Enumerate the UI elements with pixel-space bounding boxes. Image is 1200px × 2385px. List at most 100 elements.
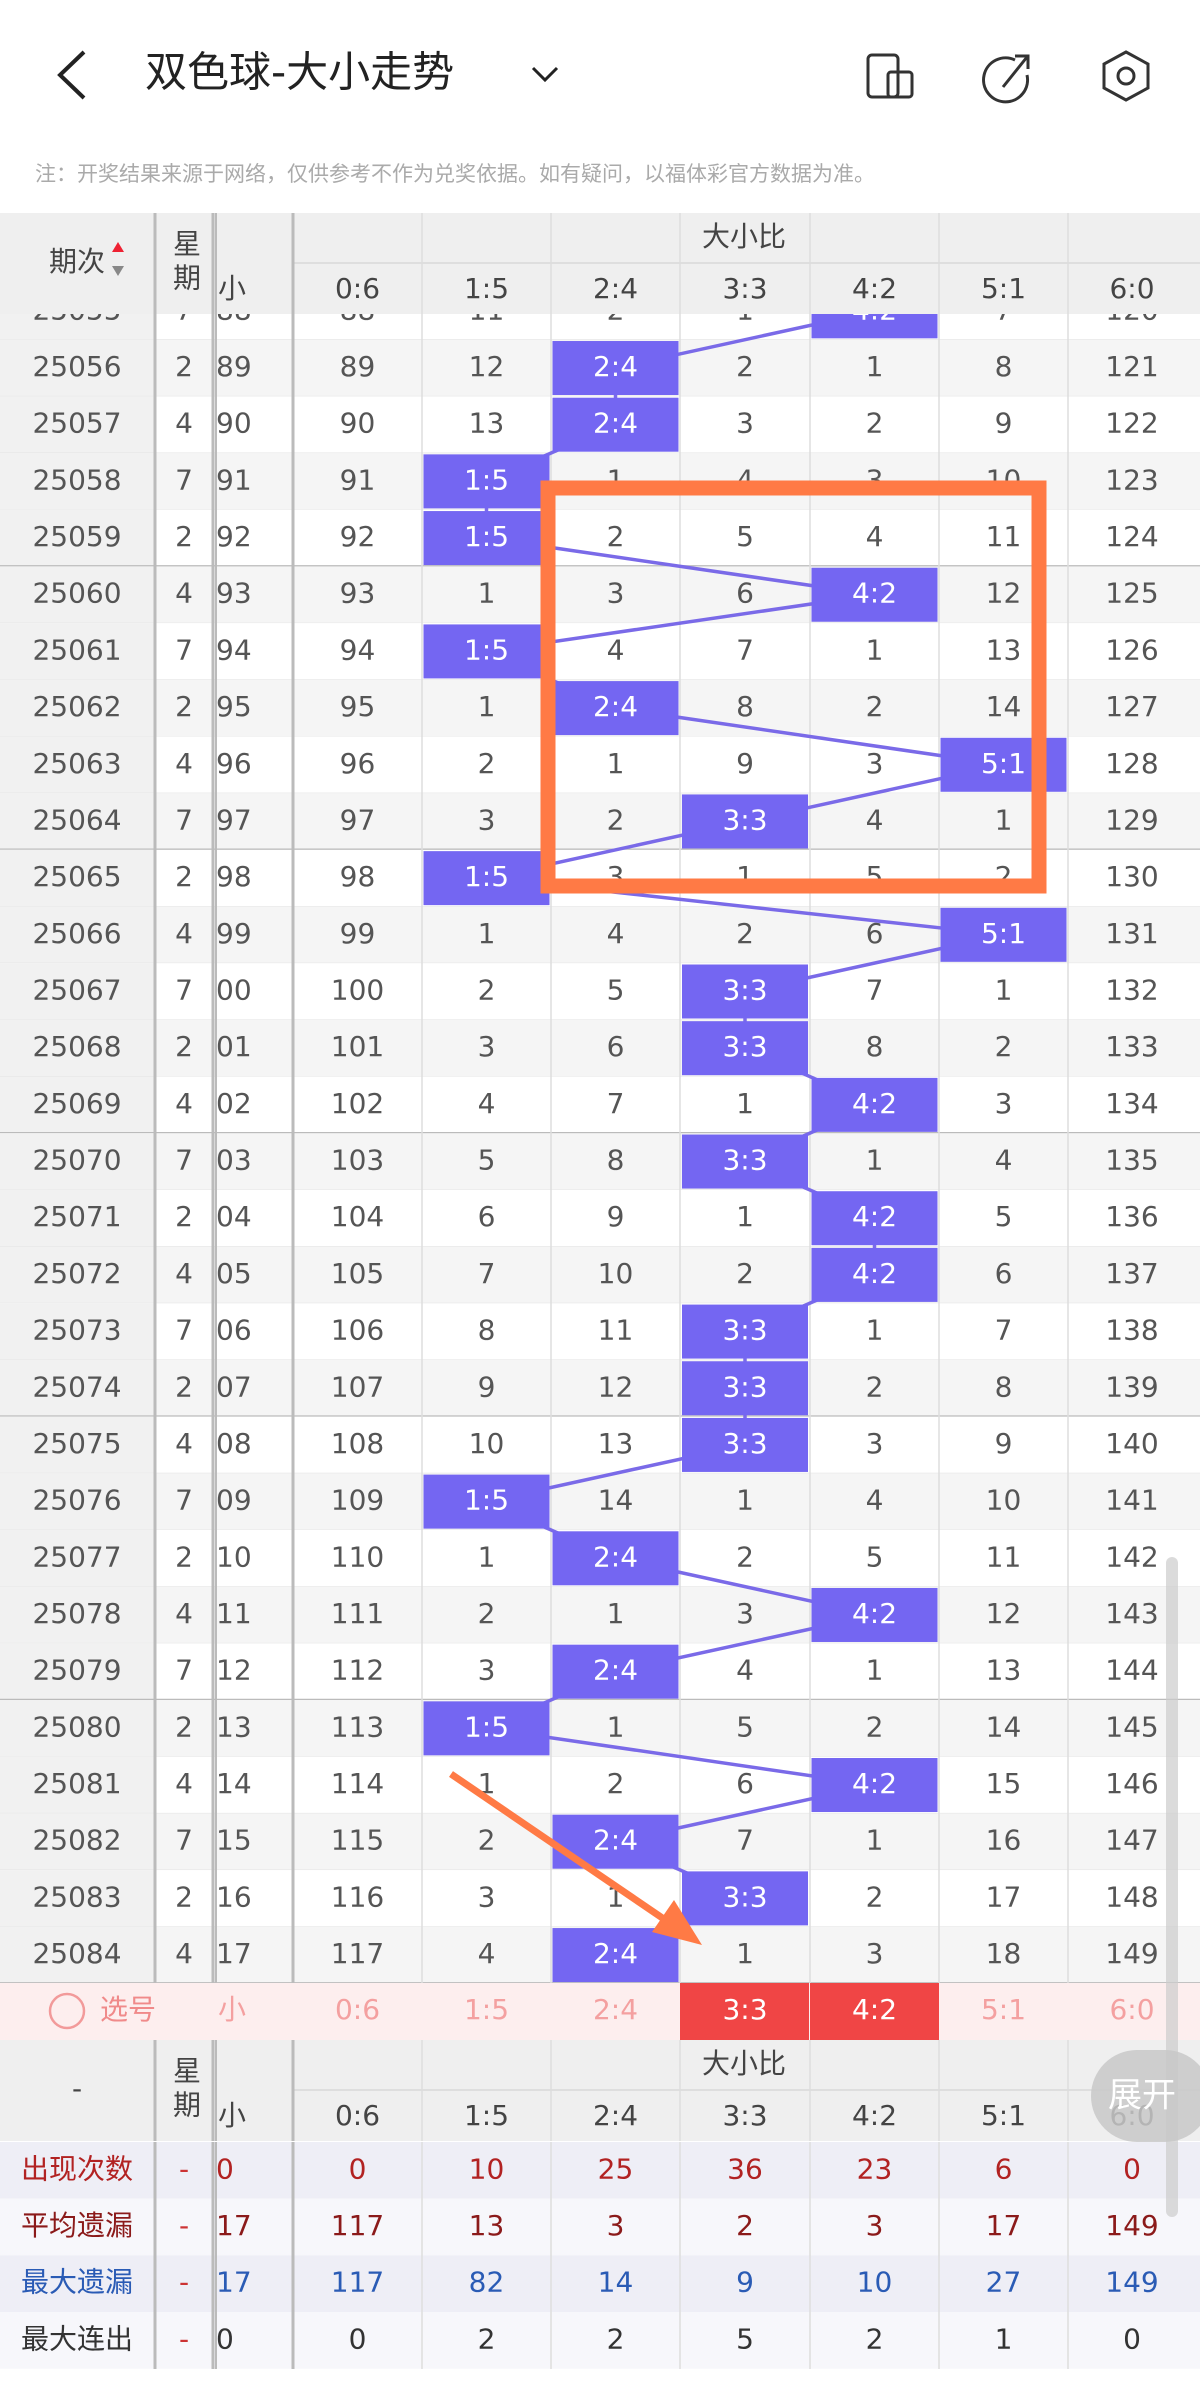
cell: 4: [866, 803, 884, 836]
cell: 25080: [32, 1710, 121, 1743]
select-label: 选号: [100, 1993, 156, 2026]
cell: 25077: [32, 1540, 121, 1573]
header-cell: 星期: [169, 229, 202, 297]
cell: 10: [216, 1540, 252, 1573]
stat-cell: 17: [216, 2209, 252, 2242]
cell: 2: [866, 1710, 884, 1743]
cell: 4: [995, 1144, 1013, 1177]
sort-down[interactable]: [112, 266, 124, 276]
issue-bg: [0, 1586, 155, 1644]
select-radio[interactable]: [48, 1992, 86, 2030]
cell: 6: [866, 917, 884, 950]
select-option[interactable]: 1:5: [464, 1993, 509, 2026]
hit-label: 2:4: [593, 690, 638, 723]
cell: 13: [986, 633, 1022, 666]
cell: 25056: [32, 350, 121, 383]
cell: 139: [1105, 1370, 1158, 1403]
column-header: 0:6: [335, 2099, 380, 2132]
cell: 4: [607, 633, 625, 666]
cell: 8: [995, 1370, 1013, 1403]
cell: 2: [175, 690, 193, 723]
cell: 07: [216, 1370, 252, 1403]
back-button[interactable]: [57, 50, 86, 100]
cell: 25073: [32, 1314, 121, 1347]
cell: 7: [175, 1144, 193, 1177]
cell: 9: [607, 1200, 625, 1233]
cell: 7: [175, 633, 193, 666]
selected-cell[interactable]: [680, 1983, 809, 2040]
share-icon[interactable]: [982, 54, 1030, 104]
issue-bg: [0, 1870, 155, 1927]
row-bg: [0, 623, 1200, 680]
device-icon[interactable]: [866, 53, 914, 99]
sort-up[interactable]: [112, 242, 124, 252]
cell: 14: [598, 1484, 634, 1517]
hit-cell: [552, 681, 679, 736]
row-bg: [0, 1473, 1200, 1530]
hit-cell: [940, 907, 1067, 962]
cell: 2: [607, 520, 625, 553]
row-bg: [0, 1189, 1200, 1247]
cell: 125: [1105, 577, 1158, 610]
row-bg: [0, 1756, 1200, 1814]
expand-label[interactable]: 展开: [1108, 2076, 1176, 2116]
cell: 25061: [32, 633, 121, 666]
cell: 03: [216, 1144, 252, 1177]
cell: 91: [340, 463, 376, 496]
expand-button[interactable]: [1091, 2050, 1200, 2142]
dropdown-arrow[interactable]: [531, 66, 559, 83]
issue-bg: [0, 1643, 155, 1700]
cell: 25084: [32, 1937, 121, 1970]
issue-bg: [0, 509, 155, 567]
cell: 13: [469, 407, 505, 440]
hit-cell: [811, 1191, 938, 1246]
cell: 2: [175, 1880, 193, 1913]
cell: 94: [340, 633, 376, 666]
cell: 3: [866, 1427, 884, 1460]
stat-cell: 82: [469, 2266, 505, 2299]
stat-cell: 2: [736, 2209, 754, 2242]
stat-cell: 149: [1105, 2209, 1158, 2242]
stat-cell: 2: [607, 2322, 625, 2355]
select-option[interactable]: 0:6: [335, 1993, 380, 2026]
column-header: 6:0: [1109, 272, 1154, 305]
stat-cell: 17: [986, 2209, 1022, 2242]
settings-icon[interactable]: [1102, 50, 1150, 102]
cell: 2: [478, 1597, 496, 1630]
cell: 2: [736, 350, 754, 383]
cell: 25075: [32, 1427, 121, 1460]
cell: 2: [607, 293, 625, 326]
select-option[interactable]: 小: [218, 1993, 246, 2026]
issue-bg: [0, 736, 155, 794]
issue-bg: [0, 1473, 155, 1530]
cell: 144: [1105, 1654, 1158, 1687]
select-option[interactable]: 2:4: [593, 1993, 638, 2026]
hit-label: 4:2: [852, 1200, 897, 1233]
hit-cell: [552, 1928, 679, 1983]
select-option[interactable]: 4:2: [852, 1993, 897, 2026]
select-option[interactable]: 6:0: [1109, 1993, 1154, 2026]
cell: 1: [607, 1597, 625, 1630]
stat-cell: 14: [598, 2266, 634, 2299]
cell: 1: [866, 1654, 884, 1687]
hit-label: 5:1: [981, 917, 1026, 950]
row-bg: [0, 849, 1200, 907]
hit-cell: [552, 341, 679, 396]
row-bg: [0, 509, 1200, 567]
stat-cell: 149: [1105, 2266, 1158, 2299]
cell: 4: [175, 1087, 193, 1120]
cell: 4: [175, 1427, 193, 1460]
annotation-box: [540, 480, 1047, 894]
column-header: 4:2: [852, 2099, 897, 2132]
cell: 2: [607, 1767, 625, 1800]
select-option[interactable]: 5:1: [981, 1993, 1026, 2026]
cell: 12: [598, 1370, 634, 1403]
select-option[interactable]: 3:3: [722, 1993, 767, 2026]
issue-bg: [0, 396, 155, 454]
cell: 121: [1105, 350, 1158, 383]
selected-cell[interactable]: [810, 1983, 939, 2040]
hit-label: 1:5: [464, 1710, 509, 1743]
cell: 91: [216, 463, 252, 496]
hit-label: 1:5: [464, 1484, 509, 1517]
issue-bg: [0, 793, 155, 850]
